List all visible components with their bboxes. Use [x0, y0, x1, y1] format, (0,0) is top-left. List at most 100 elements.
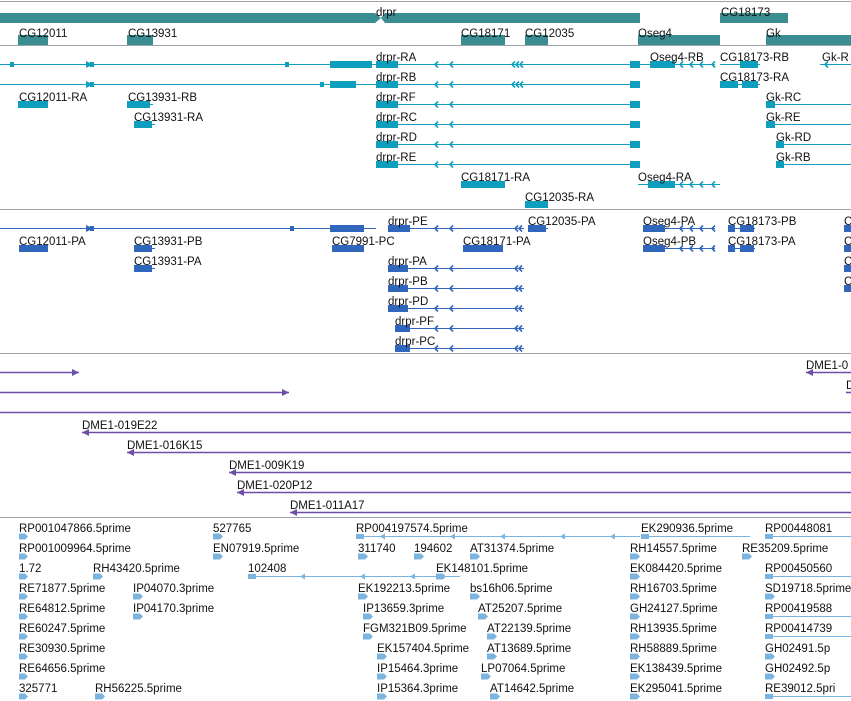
gene-feature-gk[interactable]: Gk	[766, 28, 851, 45]
est-feature-325771[interactable]: 325771	[19, 683, 57, 700]
est-feature-gh02492-5p[interactable]: GH02492.5p	[765, 663, 830, 680]
clone-feature-d[interactable]: D	[846, 380, 851, 394]
est-feature-ek084420-5prime[interactable]: EK084420.5prime	[630, 563, 722, 580]
rna-feature-cg12035-ra[interactable]: CG12035-RA	[525, 192, 594, 208]
est-feature-re35209-5prime[interactable]: RE35209.5prime	[742, 543, 828, 560]
est-feature-ek148101-5prime[interactable]: EK148101.5prime	[436, 563, 528, 580]
est-feature-lp07064-5prime[interactable]: LP07064.5prime	[481, 663, 565, 680]
gene-feature-drpr[interactable]: drpr	[0, 7, 640, 23]
est-feature-ek192213-5prime[interactable]: EK192213.5prime	[358, 583, 450, 600]
est-feature-ek157404-5prime[interactable]: EK157404.5prime	[377, 643, 469, 660]
protein-feature-cg13931-pb[interactable]: CG13931-PB	[134, 236, 203, 252]
rna-feature-cg18171-ra[interactable]: CG18171-RA	[461, 172, 530, 188]
gene-feature-oseg4[interactable]: Oseg4	[638, 28, 720, 45]
rna-feature-cg18173-rb[interactable]: CG18173-RB	[720, 52, 789, 68]
protein-feature-drpr-pf[interactable]: drpr-PF	[395, 316, 524, 333]
rna-feature-partial[interactable]	[0, 81, 376, 88]
est-feature-gh02491-5p[interactable]: GH02491.5p	[765, 643, 830, 660]
est-feature-ip13659-3prime[interactable]: IP13659.3prime	[363, 603, 444, 620]
est-feature-rh56225-5prime[interactable]: RH56225.5prime	[95, 683, 182, 700]
est-feature-rh13935-5prime[interactable]: RH13935.5prime	[630, 623, 717, 640]
protein-feature-oseg4-pb[interactable]: Oseg4-PB	[643, 236, 716, 253]
est-feature-rp00450560[interactable]: RP00450560	[765, 563, 851, 579]
est-feature-311740[interactable]: 311740	[358, 543, 396, 560]
protein-feature-cg18173-pb[interactable]: CG18173-PB	[728, 216, 797, 232]
est-feature-ip15364-3prime[interactable]: IP15364.3prime	[377, 683, 458, 700]
rna-feature-cg18173-ra[interactable]: CG18173-RA	[720, 72, 789, 88]
protein-feature-oseg4-pa[interactable]: Oseg4-PA	[643, 216, 716, 233]
clone-feature-partial[interactable]	[0, 389, 289, 396]
protein-feature-drpr-pc[interactable]: drpr-PC	[395, 336, 524, 353]
protein-feature-c[interactable]: C	[844, 236, 851, 252]
est-feature-ip04170-3prime[interactable]: IP04170.3prime	[133, 603, 214, 620]
rna-feature-drpr-rf[interactable]: drpr-RF	[376, 92, 640, 109]
est-feature-bs16h06-5prime[interactable]: bs16h06.5prime	[470, 583, 552, 600]
gene-feature-cg13931[interactable]: CG13931	[127, 28, 177, 45]
rna-feature-gk-rb[interactable]: Gk-RB	[776, 152, 851, 168]
rna-feature-gk-rd[interactable]: Gk-RD	[776, 132, 851, 148]
rna-feature-cg12011-ra[interactable]: CG12011-RA	[18, 92, 88, 108]
gene-feature-cg18171[interactable]: CG18171	[461, 28, 510, 45]
est-feature-rp004197574-5prime[interactable]: RP004197574.5prime	[356, 523, 640, 540]
est-feature-at13689-5prime[interactable]: AT13689.5prime	[487, 643, 571, 660]
est-feature-rp00448081[interactable]: RP00448081	[765, 523, 851, 539]
gene-feature-cg12011[interactable]: CG12011	[18, 28, 67, 45]
clone-feature-dme1-016k15[interactable]: DME1-016K15	[127, 440, 851, 456]
est-feature-rh43420-5prime[interactable]: RH43420.5prime	[93, 563, 180, 580]
est-feature-102408[interactable]: 102408	[248, 563, 460, 580]
est-feature-at25207-5prime[interactable]: AT25207.5prime	[478, 603, 562, 620]
est-feature-re64656-5prime[interactable]: RE64656.5prime	[19, 663, 105, 680]
protein-feature-cg13931-pa[interactable]: CG13931-PA	[134, 256, 202, 272]
est-feature-fgm321b09-5prime[interactable]: FGM321B09.5prime	[363, 623, 467, 640]
clone-feature-dme1-019e22[interactable]: DME1-019E22	[82, 420, 851, 436]
est-feature-rh16703-5prime[interactable]: RH16703.5prime	[630, 583, 717, 600]
protein-feature-drpr-pe[interactable]: drpr-PE	[388, 216, 524, 233]
rna-feature-drpr-rd[interactable]: drpr-RD	[376, 132, 640, 149]
rna-feature-gk-re[interactable]: Gk-RE	[766, 112, 851, 128]
est-feature-at22139-5prime[interactable]: AT22139.5prime	[487, 623, 571, 640]
est-feature-rp001047866-5prime[interactable]: RP001047866.5prime	[19, 523, 131, 540]
clone-feature-dme1-0[interactable]: DME1-0	[806, 360, 851, 376]
clone-feature-dme1-020p12[interactable]: DME1-020P12	[237, 480, 851, 496]
est-feature-ip04070-3prime[interactable]: IP04070.3prime	[133, 583, 214, 600]
est-feature-1-72[interactable]: 1.72	[19, 563, 41, 580]
est-feature-re71877-5prime[interactable]: RE71877.5prime	[19, 583, 105, 600]
est-feature-re64812-5prime[interactable]: RE64812.5prime	[19, 603, 105, 620]
est-feature-ek295041-5prime[interactable]: EK295041.5prime	[630, 683, 722, 700]
est-feature-rh58889-5prime[interactable]: RH58889.5prime	[630, 643, 717, 660]
est-feature-gh24127-5prime[interactable]: GH24127.5prime	[630, 603, 718, 620]
rna-feature-gk-r[interactable]: Gk-R	[820, 52, 851, 69]
rna-feature-oseg4-ra[interactable]: Oseg4-RA	[638, 172, 720, 189]
rna-feature-oseg4-rb[interactable]: Oseg4-RB	[640, 52, 716, 69]
est-feature-rp001009964-5prime[interactable]: RP001009964.5prime	[19, 543, 131, 560]
rna-feature-cg13931-rb[interactable]: CG13931-RB	[127, 92, 197, 108]
est-feature-ek290936-5prime[interactable]: EK290936.5prime	[641, 523, 750, 539]
est-feature-rh14557-5prime[interactable]: RH14557.5prime	[630, 543, 717, 560]
protein-feature-cg7991-pc[interactable]: CG7991-PC	[332, 236, 395, 252]
rna-feature-drpr-re[interactable]: drpr-RE	[376, 152, 640, 169]
gene-feature-cg12035[interactable]: CG12035	[525, 28, 574, 45]
rna-feature-drpr-rc[interactable]: drpr-RC	[376, 112, 640, 129]
clone-feature-dme1-011a17[interactable]: DME1-011A17	[290, 500, 851, 516]
est-feature-at31374-5prime[interactable]: AT31374.5prime	[470, 543, 554, 560]
protein-feature-c[interactable]: C	[844, 276, 851, 292]
rna-feature-gk-rc[interactable]: Gk-RC	[766, 92, 851, 108]
protein-feature-cg12035-pa[interactable]: CG12035-PA	[528, 216, 596, 232]
protein-feature-cg18171-pa[interactable]: CG18171-PA	[463, 236, 531, 252]
est-feature-re39012-5pri[interactable]: RE39012.5pri	[765, 683, 851, 699]
est-feature-527765[interactable]: 527765	[213, 523, 251, 540]
est-feature-en07919-5prime[interactable]: EN07919.5prime	[213, 543, 299, 560]
est-feature-194602[interactable]: 194602	[414, 543, 452, 560]
rna-feature-cg13931-ra[interactable]: CG13931-RA	[134, 112, 203, 128]
est-feature-re60247-5prime[interactable]: RE60247.5prime	[19, 623, 105, 640]
protein-feature-c[interactable]: C	[844, 216, 851, 232]
clone-feature-partial[interactable]	[0, 369, 79, 376]
clone-feature-dme1-009k19[interactable]: DME1-009K19	[229, 460, 851, 476]
protein-feature-cg12011-pa[interactable]: CG12011-PA	[19, 236, 86, 252]
protein-feature-drpr-pb[interactable]: drpr-PB	[388, 276, 524, 293]
rna-feature-partial[interactable]	[0, 61, 376, 68]
gene-feature-cg18173[interactable]: CG18173	[720, 7, 788, 23]
est-feature-ek138439-5prime[interactable]: EK138439.5prime	[630, 663, 722, 680]
est-feature-rp00414739[interactable]: RP00414739	[765, 623, 851, 639]
protein-feature-drpr-pa[interactable]: drpr-PA	[388, 256, 524, 273]
